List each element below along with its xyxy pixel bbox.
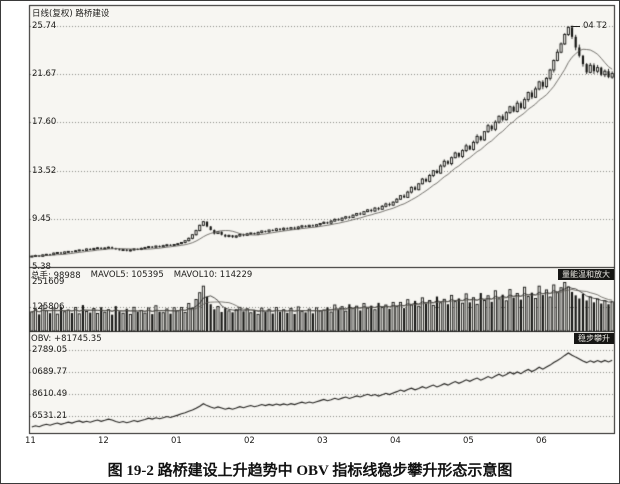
time-axis-label: 03: [317, 436, 328, 446]
obv-header: OBV: +81745.35 稳步攀升: [31, 332, 614, 345]
obv-value-label: OBV: +81745.35: [31, 333, 102, 344]
volume-annotation-badge: 量能温和放大: [558, 269, 614, 280]
time-axis-label: 12: [98, 436, 109, 446]
price-axis-label: 5.38: [32, 262, 51, 272]
price-axis-label: 21.67: [32, 68, 57, 79]
obv-annotation-badge: 稳步攀升: [574, 333, 614, 344]
price-axis-label: 9.45: [32, 213, 51, 224]
volume-header: 总手: 98988 MAVOL5: 105395 MAVOL10: 114229…: [31, 268, 614, 281]
price-volume-obv-canvas: [1, 1, 619, 456]
time-axis-label: 11: [25, 436, 36, 446]
price-axis-label: 17.60: [32, 117, 57, 128]
obv-axis-label: 2789.05: [32, 345, 68, 355]
obv-axis-label: 6531.21: [32, 411, 68, 421]
figure-caption: 图 19-2 路桥建设上升趋势中 OBV 指标线稳步攀升形态示意图: [107, 463, 513, 479]
peak-pointer-line: [571, 25, 580, 27]
time-axis-label: 05: [463, 436, 474, 446]
time-axis-label: 01: [171, 436, 182, 446]
volume-axis-label: 125806: [32, 301, 65, 312]
mavol10-label: MAVOL10: 114229: [173, 269, 253, 280]
volume-value-label: 总手: 98988: [31, 270, 81, 281]
time-axis-label: 04: [390, 436, 401, 446]
time-axis-label: 06: [536, 436, 547, 446]
price-axis-label: 13.52: [32, 165, 57, 176]
price-axis-label: 25.74: [32, 20, 57, 31]
obv-axis-label: 0689.77: [32, 367, 68, 377]
time-axis-label: 02: [244, 436, 255, 446]
obv-axis-label: 8610.49: [32, 389, 68, 399]
peak-annotation: 04 T2: [571, 21, 607, 31]
mavol5-label: MAVOL5: 105395: [90, 269, 164, 280]
stock-chart: 日线(复权) 路桥建设 04 T2 总手: 98988 MAVOL5: 1053…: [1, 1, 619, 456]
window-title: 日线(复权) 路桥建设: [32, 9, 110, 19]
volume-axis-label: 251609: [32, 277, 65, 288]
peak-label: 04 T2: [583, 21, 608, 31]
